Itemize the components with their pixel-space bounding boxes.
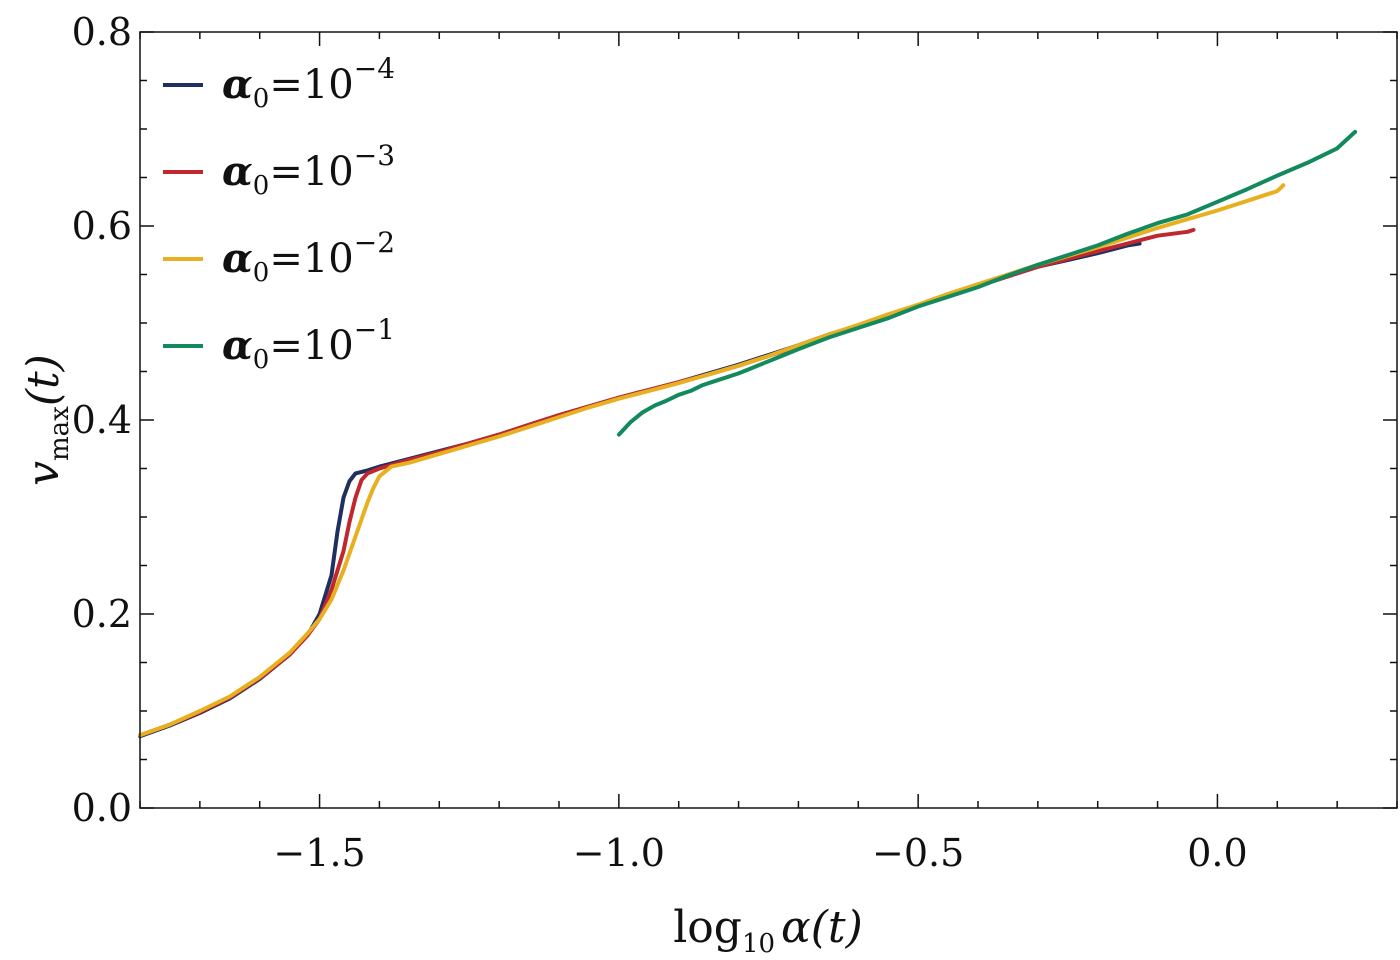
tick-marks <box>139 31 1398 809</box>
legend-label: α0=10−1 <box>222 313 395 375</box>
x-tick-label: −1.5 <box>273 831 365 875</box>
y-tick-label: 0.2 <box>72 592 132 636</box>
legend-label: α0=10−2 <box>222 226 395 288</box>
x-tick-labels: −1.5 −1.0 −0.5 0.0 <box>273 831 1247 875</box>
legend: α0=10−4 α0=10−3 α0=10−2 α0=10−1 <box>163 52 395 375</box>
y-tick-label: 0.8 <box>72 10 132 54</box>
x-tick-label: 0.0 <box>1187 831 1247 875</box>
plot-frame <box>139 31 1398 809</box>
y-axis-label: vmax(t) <box>18 354 75 486</box>
series-line-2 <box>138 227 1196 738</box>
x-axis-label: log10 α(t) <box>673 902 863 959</box>
y-tick-label: 0.6 <box>72 204 132 248</box>
y-tick-label: 0.0 <box>72 786 132 830</box>
y-tick-label: 0.4 <box>72 398 132 442</box>
legend-label: α0=10−3 <box>222 139 395 201</box>
series-lines <box>138 129 1358 739</box>
legend-label: α0=10−4 <box>222 52 395 114</box>
y-tick-labels: 0.0 0.2 0.4 0.6 0.8 <box>72 10 132 830</box>
series-line-1 <box>138 241 1142 739</box>
series-line-4 <box>616 129 1358 437</box>
x-tick-label: −1.0 <box>573 831 665 875</box>
x-tick-label: −0.5 <box>872 831 964 875</box>
